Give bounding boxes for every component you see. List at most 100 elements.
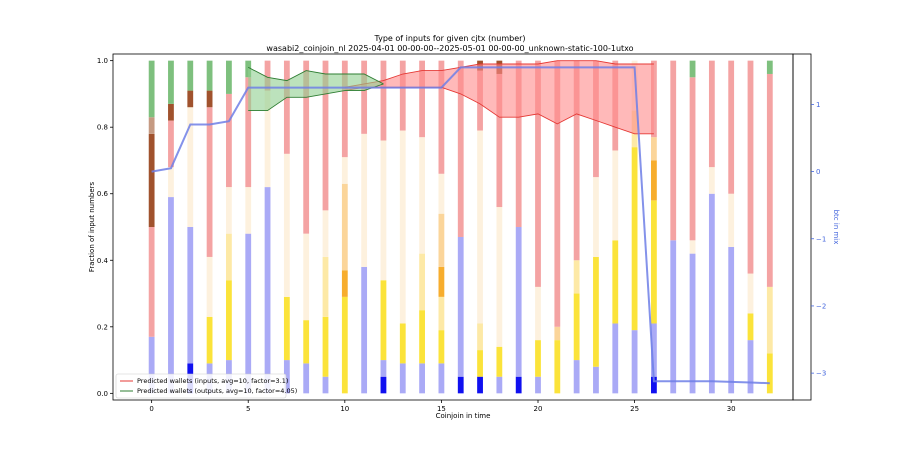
right-axis-ticks: 1 0 −1 −2 −3	[811, 101, 826, 378]
bar-segment-7-pink	[283, 60, 290, 154]
bar-segment-11-cream	[361, 133, 368, 267]
bar-segment-19-blue-light	[515, 227, 522, 377]
bar-segment-1-green	[168, 60, 174, 104]
bar-segment-20-pink	[535, 60, 541, 287]
bar-segment-12-cream	[380, 140, 387, 281]
x-tick-label-10: 10	[340, 405, 349, 413]
bar-segment-26-orange-light	[651, 137, 657, 161]
bar-segment-27-blue-light	[670, 240, 677, 394]
band-upper-line-inputs	[344, 60, 654, 88]
x-tick-label-20: 20	[534, 405, 543, 413]
legend-box	[115, 373, 287, 399]
bar-segment-25-yellow	[631, 147, 638, 331]
bar-segment-19-pink	[515, 60, 522, 228]
bar-segment-13-yellow	[399, 323, 406, 364]
bar-segment-3-cream	[206, 256, 213, 317]
band-fill-outputs	[248, 67, 384, 111]
bar-segment-22-yellow	[573, 293, 580, 361]
right-tick-label-1: 0	[816, 168, 820, 176]
bar-segment-3-green	[206, 60, 213, 91]
bar-segment-12-pink	[380, 60, 387, 141]
bar-segment-1-cream	[168, 167, 174, 198]
bar-segment-23-yellow	[593, 256, 599, 367]
bar-segment-28-blue-light	[689, 253, 696, 394]
bar-segment-31-yellow	[747, 313, 754, 341]
bar-segment-26-blue-light	[651, 323, 657, 377]
bar-segment-9-pink	[322, 60, 329, 211]
bar-segment-7-cream	[283, 153, 290, 297]
right-axis-label: btc in mix	[832, 210, 840, 245]
bar-segment-1-pink	[168, 120, 174, 168]
bar-segment-26-blue-dark	[651, 376, 657, 394]
x-tick-label-15: 15	[437, 405, 446, 413]
x-tick-label-5: 5	[246, 405, 250, 413]
y-tick-label-1: 0.2	[97, 323, 108, 331]
plot-frame-right	[792, 53, 812, 401]
bar-segment-22-yellow-light	[573, 260, 580, 294]
bar-segment-5-blue-light	[245, 233, 252, 394]
bar-segment-16-blue-dark	[457, 376, 464, 394]
bar-segment-10-orange-light	[341, 183, 348, 271]
btc-in-mix-line	[151, 66, 770, 385]
y-tick-label-3: 0.6	[97, 190, 109, 198]
bar-segment-13-pink	[399, 60, 406, 131]
bar-segment-2-blue-light	[187, 227, 194, 364]
bar-segment-9-yellow	[322, 316, 329, 377]
bar-segment-8-cream	[303, 233, 310, 321]
bar-segment-1-brown	[168, 103, 174, 121]
right-tick-label-4: −3	[816, 370, 826, 378]
stacked-bars	[148, 60, 773, 394]
bar-segment-3-pink	[206, 107, 213, 257]
bar-segment-14-yellow	[419, 310, 425, 364]
bar-segment-11-pink	[361, 60, 368, 134]
bar-segment-10-pink	[341, 60, 348, 158]
bar-segment-29-pink	[708, 60, 715, 168]
bar-segment-15-cream	[438, 173, 445, 214]
bar-segment-7-blue-light	[283, 360, 290, 394]
bar-segment-10-cream	[341, 157, 348, 184]
bar-segment-20-blue-light	[535, 376, 541, 394]
bar-segment-9-yellow-light	[322, 256, 329, 317]
band-fill-inputs	[344, 60, 654, 134]
y-tick-label-4: 0.8	[97, 124, 108, 132]
x-axis-ticks: 0 5 10 15 20 25 30	[149, 400, 736, 413]
bar-segment-21-orange-light	[554, 326, 561, 341]
y-tick-label-5: 1.0	[97, 57, 108, 65]
x-tick-label-30: 30	[727, 405, 736, 413]
bar-segment-0-brown-light	[148, 117, 155, 134]
bar-segment-24-cream	[612, 150, 619, 241]
bar-segment-20-yellow	[535, 340, 541, 377]
bar-segment-20-cream	[535, 286, 541, 341]
bar-segment-18-cream	[496, 207, 503, 347]
bar-segment-26-orange	[651, 160, 657, 201]
bar-segment-6-blue-light	[264, 187, 271, 394]
bar-segment-21-yellow	[554, 340, 561, 394]
bar-segment-1-blue-light	[168, 197, 174, 394]
bar-segment-12-blue-light	[380, 360, 387, 377]
bar-segment-28-cream	[689, 240, 696, 254]
bar-segment-9-blue-light	[322, 376, 329, 394]
bar-segment-4-yellow	[226, 280, 232, 361]
bar-segment-8-pink	[303, 60, 310, 234]
bar-segment-30-blue-light	[728, 246, 735, 394]
bar-segment-25-blue-light	[631, 330, 638, 394]
bar-segment-4-yellow-light	[226, 233, 232, 281]
bar-segment-15-orange	[438, 266, 445, 297]
bar-segment-17-yellow-light	[477, 323, 483, 351]
bar-segment-0-pink	[148, 227, 155, 337]
band-lower-line-outputs	[248, 83, 384, 112]
bar-segment-3-brown	[206, 90, 213, 108]
bar-segment-17-cream	[477, 130, 483, 324]
bar-segment-31-blue-light	[747, 340, 754, 394]
bar-segment-10-orange	[341, 270, 348, 297]
bar-segment-14-pink	[419, 60, 425, 138]
bar-segment-26-yellow	[651, 200, 657, 324]
bar-segment-30-cream	[728, 193, 735, 247]
bar-segment-2-green	[187, 60, 194, 91]
y-tick-label-0: 0.0	[97, 390, 108, 398]
bar-segment-6-pink	[264, 60, 271, 91]
bar-segment-30-pink	[728, 60, 735, 194]
bar-segment-15-blue-light	[438, 363, 445, 394]
bar-segment-23-blue-light	[593, 366, 599, 394]
right-tick-label-2: −1	[816, 235, 826, 243]
